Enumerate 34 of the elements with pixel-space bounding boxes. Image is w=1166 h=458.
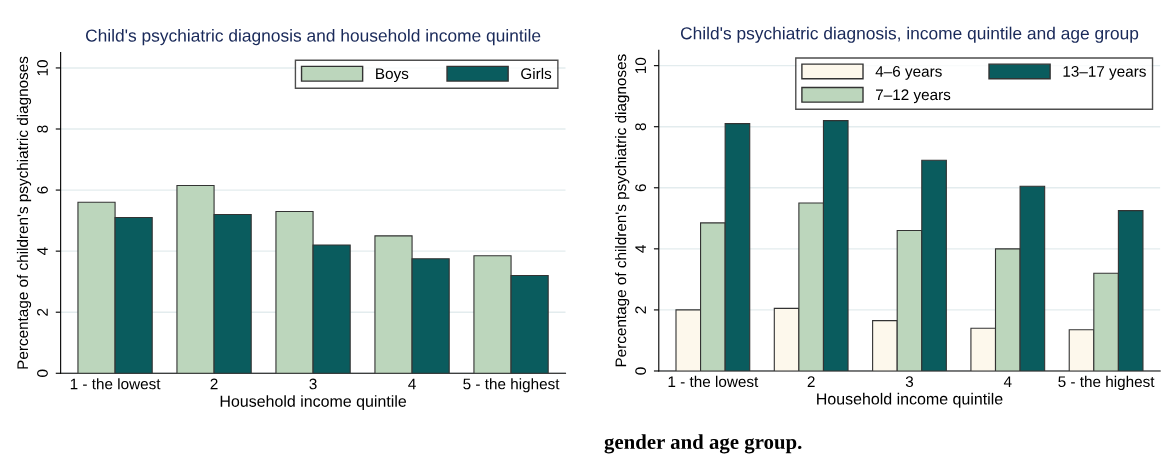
x-tick-label: 3: [309, 378, 317, 390]
x-tick-label: 2: [210, 378, 218, 390]
y-tick-label: 2: [635, 306, 646, 314]
legend-label: Boys: [376, 68, 409, 83]
x-tick-label: 2: [807, 376, 815, 387]
x-tick-label: 5 - the highest: [1058, 375, 1155, 391]
x-tick-label: 1 - the lowest: [70, 378, 161, 390]
x-tick-label: 5 - the highest: [463, 378, 560, 393]
y-tick-label: 0: [37, 369, 48, 377]
y-axis-title: Percentage of children's psychiatric diagnoses: [615, 54, 630, 367]
y-tick-label: 10: [37, 60, 48, 76]
y-tick-label: 10: [635, 57, 647, 73]
text: gender and age group.: [604, 434, 802, 454]
y-tick-label: 6: [37, 186, 48, 194]
y-tick-label: 0: [635, 367, 647, 375]
y-tick-label: 6: [635, 184, 647, 192]
legend-label: 7–12 years: [876, 89, 951, 104]
y-tick-label: 2: [37, 308, 48, 316]
y-tick-label: 8: [635, 123, 647, 131]
legend-label: 4–6 years: [875, 65, 942, 80]
x-tick-label: 3: [905, 376, 914, 388]
chart-title: Child's psychiatric diagnosis, income quintile and age group: [680, 26, 1139, 43]
legend-label: 13–17 years: [1063, 65, 1146, 80]
y-tick-label: 8: [37, 125, 48, 133]
y-tick-label: 4: [37, 247, 48, 256]
y-axis-title: Percentage of children's psychiatric diagnoses: [16, 56, 32, 369]
legend-label: Girls: [521, 67, 552, 80]
chart-title: Child's psychiatric diagnosis and household income quintile: [86, 28, 541, 46]
x-axis-title: Household income quintile: [817, 392, 1003, 408]
x-tick-label: 1 - the lowest: [668, 375, 759, 388]
y-tick-label: 4: [635, 245, 646, 253]
x-tick-label: 4: [1003, 376, 1012, 387]
x-axis-title: Household income quintile: [220, 395, 407, 411]
x-tick-label: 4: [408, 378, 416, 390]
